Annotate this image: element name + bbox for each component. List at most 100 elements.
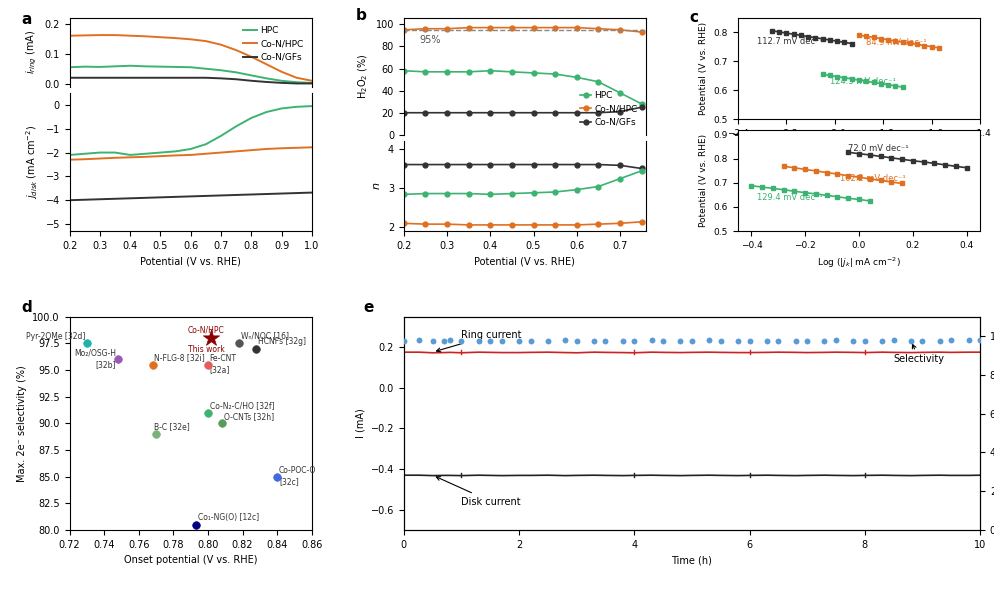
Text: b: b xyxy=(355,8,366,24)
Text: 84.9 mV dec⁻¹: 84.9 mV dec⁻¹ xyxy=(866,38,926,47)
Text: Mo₂/OSG-H: Mo₂/OSG-H xyxy=(75,349,116,358)
X-axis label: Potential (V vs. RHE): Potential (V vs. RHE) xyxy=(474,256,575,266)
X-axis label: Log ($i_{ring}$ mA): Log ($i_{ring}$ mA) xyxy=(828,144,889,157)
Point xyxy=(930,336,946,345)
Point xyxy=(769,336,785,345)
Point xyxy=(470,336,486,345)
Point xyxy=(625,337,641,346)
Point xyxy=(942,336,958,345)
Point xyxy=(913,336,929,346)
Text: Co-POC-O: Co-POC-O xyxy=(278,466,316,475)
Point xyxy=(683,336,699,345)
Point xyxy=(148,429,164,439)
Text: Co-N/HPC: Co-N/HPC xyxy=(188,326,225,335)
Point xyxy=(200,360,216,369)
Text: [32c]: [32c] xyxy=(278,477,298,487)
Point xyxy=(231,339,247,348)
Text: Fe-CNT: Fe-CNT xyxy=(210,354,237,363)
Point xyxy=(557,336,573,345)
Y-axis label: $n$: $n$ xyxy=(372,182,382,190)
Point xyxy=(643,336,659,345)
Point xyxy=(269,472,285,481)
Point xyxy=(396,336,412,346)
Y-axis label: Potential (V vs. RHE): Potential (V vs. RHE) xyxy=(699,22,708,115)
Point xyxy=(874,336,890,345)
Point xyxy=(144,360,160,369)
Point xyxy=(798,336,814,346)
X-axis label: Time (h): Time (h) xyxy=(671,555,712,565)
Point xyxy=(411,336,426,345)
Text: Selectivity: Selectivity xyxy=(893,345,943,364)
Point xyxy=(902,336,917,346)
Y-axis label: I (mA): I (mA) xyxy=(355,408,365,438)
Text: a: a xyxy=(21,12,32,27)
Text: Pyr-2OMe [32d]: Pyr-2OMe [32d] xyxy=(26,332,85,340)
Point xyxy=(540,336,556,346)
Text: d: d xyxy=(21,299,32,315)
Legend: HPC, Co-N/HPC, Co-N/GFs: HPC, Co-N/HPC, Co-N/GFs xyxy=(240,22,307,65)
Legend: HPC, Co-N/HPC, Co-N/GFs: HPC, Co-N/HPC, Co-N/GFs xyxy=(576,87,641,130)
Point xyxy=(585,336,601,346)
Point xyxy=(204,333,220,343)
Point xyxy=(597,336,613,345)
Point xyxy=(248,344,264,353)
Point xyxy=(614,336,630,346)
Point xyxy=(787,336,803,346)
Point xyxy=(110,355,126,364)
Y-axis label: $i_{ring}$ (mA): $i_{ring}$ (mA) xyxy=(25,30,39,74)
Point xyxy=(730,336,746,346)
Point xyxy=(522,336,538,345)
Point xyxy=(672,336,688,346)
Y-axis label: $j_{disk}$ (mA cm$^{-2}$): $j_{disk}$ (mA cm$^{-2}$) xyxy=(24,125,40,199)
Text: N-FLG-8 [32i]: N-FLG-8 [32i] xyxy=(154,353,205,362)
Point xyxy=(569,337,584,346)
Point xyxy=(816,336,832,346)
Text: O-CNTs [32h]: O-CNTs [32h] xyxy=(224,412,273,421)
Text: B-C [32e]: B-C [32e] xyxy=(154,422,190,431)
Point xyxy=(441,336,457,345)
Point xyxy=(654,336,670,346)
Text: e: e xyxy=(363,299,374,315)
Text: 112.7 mV dec⁻¹: 112.7 mV dec⁻¹ xyxy=(756,37,822,46)
Text: 124.3 mV dec⁻¹: 124.3 mV dec⁻¹ xyxy=(829,77,895,85)
Point xyxy=(214,419,230,428)
Point xyxy=(827,336,843,345)
Text: This work: This work xyxy=(188,345,225,355)
Point xyxy=(79,339,94,348)
Point xyxy=(758,337,774,346)
Point xyxy=(493,336,509,346)
Text: 72.0 mV dec⁻¹: 72.0 mV dec⁻¹ xyxy=(848,144,908,153)
Point xyxy=(741,336,756,346)
Point xyxy=(188,520,204,530)
Point xyxy=(435,336,451,346)
Point xyxy=(200,408,216,418)
Text: 129.4 mV dec⁻¹: 129.4 mV dec⁻¹ xyxy=(756,193,822,203)
Point xyxy=(885,336,901,345)
Text: Co₁-NG(O) [12c]: Co₁-NG(O) [12c] xyxy=(198,513,258,522)
Text: [32b]: [32b] xyxy=(95,360,116,369)
Text: [32a]: [32a] xyxy=(210,365,230,374)
Text: HCNFs [32g]: HCNFs [32g] xyxy=(257,337,306,346)
X-axis label: Potential (V vs. RHE): Potential (V vs. RHE) xyxy=(140,256,241,266)
Point xyxy=(701,336,717,345)
Point xyxy=(845,336,861,346)
Text: 95%: 95% xyxy=(418,35,440,45)
Y-axis label: Potential (V vs. RHE): Potential (V vs. RHE) xyxy=(699,134,708,227)
Point xyxy=(482,337,498,346)
Point xyxy=(959,336,975,345)
Point xyxy=(971,335,987,345)
Text: Disk current: Disk current xyxy=(435,477,521,507)
Text: c: c xyxy=(689,9,698,25)
X-axis label: Log ($|j_k|$ mA cm$^{-2}$): Log ($|j_k|$ mA cm$^{-2}$) xyxy=(816,256,900,270)
X-axis label: Onset potential (V vs. RHE): Onset potential (V vs. RHE) xyxy=(124,555,257,565)
Point xyxy=(511,336,527,346)
Text: Co-N₂-C/HO [32f]: Co-N₂-C/HO [32f] xyxy=(210,401,274,410)
Text: 102.2 mV dec⁻¹: 102.2 mV dec⁻¹ xyxy=(839,174,905,183)
Point xyxy=(856,337,872,346)
Text: Wₙ/NOC [16]: Wₙ/NOC [16] xyxy=(241,332,288,340)
Point xyxy=(712,336,728,346)
Y-axis label: H$_2$O$_2$ (%): H$_2$O$_2$ (%) xyxy=(356,54,370,99)
Y-axis label: Max. 2e⁻ selectivity (%): Max. 2e⁻ selectivity (%) xyxy=(17,365,27,482)
Point xyxy=(424,337,440,346)
Text: Ring current: Ring current xyxy=(436,330,522,352)
